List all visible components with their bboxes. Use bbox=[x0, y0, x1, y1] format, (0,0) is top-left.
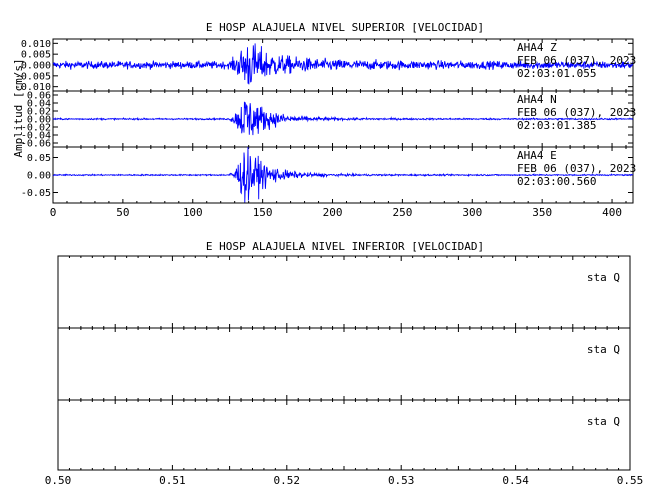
waveform-n bbox=[52, 101, 634, 136]
panel-station-label: sta Q bbox=[587, 271, 620, 284]
y-tick-label: -0.05 bbox=[21, 188, 51, 199]
x-tick-label: 50 bbox=[116, 206, 129, 219]
x-tick-label: 0.51 bbox=[159, 474, 186, 487]
x-tick-label: 350 bbox=[532, 206, 552, 219]
waveform-z bbox=[52, 43, 634, 85]
panel-station-label: sta Q bbox=[587, 415, 620, 428]
y-tick-label: 0.00 bbox=[27, 171, 51, 182]
panel-frame bbox=[57, 399, 631, 471]
y-tick-label: 0.00 bbox=[27, 115, 51, 126]
y-tick-label: 0.04 bbox=[27, 99, 51, 110]
x-tick-label: 200 bbox=[323, 206, 343, 219]
date-label: FEB 06 (037), 2023 bbox=[517, 162, 636, 175]
y-axis-label: Amplitud [cm/s] bbox=[12, 58, 25, 157]
y-tick-label: 0.000 bbox=[21, 61, 51, 72]
station-label: AHA4 N bbox=[517, 93, 557, 106]
panel-station-label: sta Q bbox=[587, 343, 620, 356]
x-tick-label: 300 bbox=[462, 206, 482, 219]
y-tick-label: 0.06 bbox=[27, 91, 51, 102]
trace-panel-n: 0.060.040.020.00-0.02-0.04-0.06 AHA4 NFEB… bbox=[21, 90, 636, 150]
date-label: FEB 06 (037), 2023 bbox=[517, 106, 636, 119]
time-label: 02:03:00.560 bbox=[517, 175, 596, 188]
x-tick-label: 250 bbox=[392, 206, 412, 219]
empty-panel-2: sta Q bbox=[57, 327, 631, 401]
x-tick-label: 150 bbox=[253, 206, 273, 219]
x-tick-label: 0 bbox=[50, 206, 57, 219]
date-label: FEB 06 (037), 2023 bbox=[517, 54, 636, 67]
y-tick-label: 0.02 bbox=[27, 107, 51, 118]
y-tick-label: -0.02 bbox=[21, 123, 51, 134]
y-tick-label: -0.04 bbox=[21, 131, 51, 142]
y-tick-label: 0.005 bbox=[21, 50, 51, 61]
x-tick-label: 0.53 bbox=[388, 474, 415, 487]
y-tick-label: -0.010 bbox=[15, 82, 51, 93]
time-label: 02:03:01.385 bbox=[517, 119, 596, 132]
empty-panel-3: sta Q bbox=[57, 399, 631, 471]
y-tick-label: -0.06 bbox=[21, 139, 51, 150]
x-tick-label: 100 bbox=[183, 206, 203, 219]
x-tick-label: 0.54 bbox=[502, 474, 529, 487]
y-tick-label: 0.05 bbox=[27, 153, 51, 164]
time-label: 02:03:01.055 bbox=[517, 67, 596, 80]
station-label: AHA4 E bbox=[517, 149, 557, 162]
lower-chart: sta Q sta Q sta Q 0.50 0.51 0.52 0.53 0.54 0.55 bbox=[45, 255, 644, 487]
empty-panel-1: sta Q bbox=[57, 255, 631, 329]
x-tick-label: 0.52 bbox=[274, 474, 301, 487]
x-tick-label: 0.55 bbox=[617, 474, 644, 487]
y-tick-label: 0.010 bbox=[21, 39, 51, 50]
x-tick-label: 0.50 bbox=[45, 474, 72, 487]
station-label: AHA4 Z bbox=[517, 41, 557, 54]
panel-frame bbox=[57, 255, 631, 329]
y-tick-label: -0.005 bbox=[15, 71, 51, 82]
chart-title-superior: E HOSP ALAJUELA NIVEL SUPERIOR [VELOCIDA… bbox=[206, 21, 484, 34]
waveform-e bbox=[52, 146, 634, 203]
x-tick-label: 400 bbox=[602, 206, 622, 219]
chart-title-inferior: E HOSP ALAJUELA NIVEL INFERIOR [VELOCIDA… bbox=[206, 240, 484, 253]
panel-frame bbox=[57, 327, 631, 401]
